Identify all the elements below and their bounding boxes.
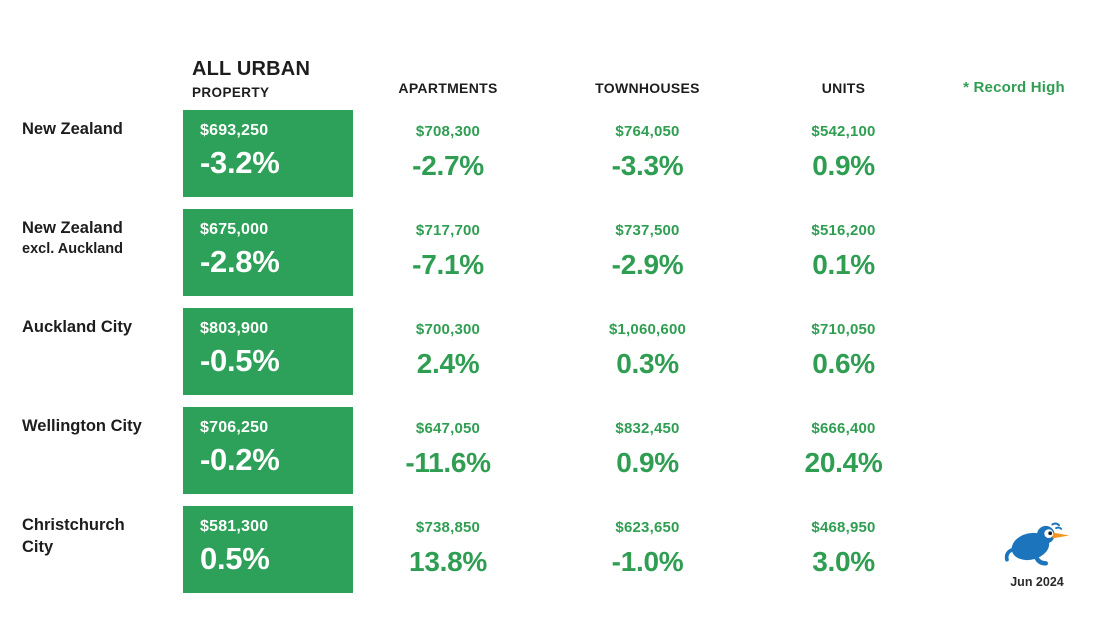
median-price: $764,050: [615, 123, 680, 140]
region-label-line1: Auckland City: [22, 318, 133, 336]
price-change: 13.8%: [409, 546, 487, 577]
price-change: 0.9%: [616, 447, 679, 478]
price-change: 0.3%: [616, 348, 679, 379]
median-price: $675,000: [200, 221, 269, 238]
record-high-legend: * Record High: [963, 79, 1065, 96]
region-label-christchurch-city: Christchurch City: [0, 506, 183, 605]
region-label-new-zealand: New Zealand: [0, 110, 183, 209]
row-end-spacer: [935, 407, 1093, 506]
all-urban-cell: $706,250 -0.2%: [183, 407, 353, 506]
region-label-line1: Christchurch: [22, 516, 125, 534]
region-label-line1: New Zealand: [22, 219, 123, 237]
median-price: $468,950: [811, 519, 876, 536]
column-header-all-urban-line1: ALL URBAN: [192, 58, 311, 80]
region-label-line1: Wellington City: [22, 417, 142, 435]
region-label-line2: City: [22, 538, 54, 556]
median-price: $738,850: [415, 519, 481, 536]
median-price: $700,300: [415, 321, 481, 338]
price-change: -0.2%: [200, 442, 280, 477]
price-change: 0.6%: [812, 348, 875, 379]
all-urban-cell: $693,250 -3.2%: [183, 110, 353, 209]
row-end-spacer: [935, 308, 1093, 407]
apartments-cell: $717,700 -7.1%: [353, 209, 543, 308]
price-change: 0.9%: [812, 150, 875, 181]
region-label-line2: excl. Auckland: [22, 241, 124, 257]
median-price: $706,250: [200, 419, 269, 436]
all-urban-highlight-box: $706,250 -0.2%: [183, 407, 353, 494]
median-price: $581,300: [200, 518, 269, 535]
apartments-cell: $700,300 2.4%: [353, 308, 543, 407]
units-cell: $516,200 0.1%: [752, 209, 935, 308]
price-change: -3.3%: [611, 150, 684, 181]
column-header-all-urban-property: ALL URBAN PROPERTY: [183, 0, 353, 110]
median-price: $803,900: [200, 320, 269, 337]
price-change: 0.1%: [812, 249, 875, 280]
price-change: -11.6%: [405, 447, 491, 478]
median-price: $623,650: [615, 519, 680, 536]
price-change: -2.7%: [412, 150, 484, 181]
column-header-all-urban-line2: PROPERTY: [192, 85, 270, 100]
row-end-spacer: [935, 110, 1093, 209]
date-label: Jun 2024: [1010, 575, 1064, 589]
median-price: $1,060,600: [608, 321, 687, 338]
apartments-cell: $647,050 -11.6%: [353, 407, 543, 506]
median-price: $516,200: [811, 222, 876, 239]
townhouses-cell: $623,650 -1.0%: [543, 506, 752, 605]
apartments-cell: $738,850 13.8%: [353, 506, 543, 605]
units-cell: $666,400 20.4%: [752, 407, 935, 506]
median-price: $647,050: [415, 420, 481, 437]
region-label-line1: New Zealand: [22, 120, 123, 138]
median-price: $717,700: [415, 222, 481, 239]
region-label-wellington-city: Wellington City: [0, 407, 183, 506]
median-price: $693,250: [200, 122, 269, 139]
units-cell: $542,100 0.9%: [752, 110, 935, 209]
all-urban-highlight-box: $693,250 -3.2%: [183, 110, 353, 197]
price-change: -0.5%: [200, 343, 280, 378]
price-change: -1.0%: [611, 546, 684, 577]
price-change: -2.9%: [611, 249, 684, 280]
townhouses-cell: $832,450 0.9%: [543, 407, 752, 506]
median-price: $666,400: [811, 420, 876, 437]
kiwi-bird-icon: [1004, 522, 1070, 573]
all-urban-cell: $581,300 0.5%: [183, 506, 353, 605]
price-change: -2.8%: [200, 244, 280, 279]
column-header-townhouses: TOWNHOUSES: [595, 80, 700, 96]
all-urban-cell: $675,000 -2.8%: [183, 209, 353, 308]
price-table: ALL URBAN PROPERTY APARTMENTS TOWNHOUSES…: [0, 0, 1093, 605]
townhouses-cell: $1,060,600 0.3%: [543, 308, 752, 407]
price-change: 0.5%: [200, 541, 270, 576]
column-header-units: UNITS: [821, 80, 866, 96]
median-price: $737,500: [615, 222, 680, 239]
units-cell: $468,950 3.0%: [752, 506, 935, 605]
price-change: 20.4%: [804, 447, 883, 478]
townhouses-cell: $737,500 -2.9%: [543, 209, 752, 308]
units-cell: $710,050 0.6%: [752, 308, 935, 407]
all-urban-highlight-box: $581,300 0.5%: [183, 506, 353, 593]
header-spacer: [0, 0, 183, 110]
townhouses-cell: $764,050 -3.3%: [543, 110, 752, 209]
all-urban-highlight-box: $675,000 -2.8%: [183, 209, 353, 296]
region-label-new-zealand-excl-auckland: New Zealand excl. Auckland: [0, 209, 183, 308]
all-urban-highlight-box: $803,900 -0.5%: [183, 308, 353, 395]
row-end-spacer: [935, 209, 1093, 308]
all-urban-cell: $803,900 -0.5%: [183, 308, 353, 407]
price-change: -7.1%: [412, 249, 484, 280]
median-price: $708,300: [415, 123, 481, 140]
median-price: $832,450: [615, 420, 680, 437]
price-change: 3.0%: [812, 546, 875, 577]
brandmark: Jun 2024: [998, 522, 1076, 589]
price-change: 2.4%: [416, 348, 480, 379]
median-price: $542,100: [811, 123, 876, 140]
median-price: $710,050: [811, 321, 876, 338]
apartments-cell: $708,300 -2.7%: [353, 110, 543, 209]
price-change: -3.2%: [200, 145, 280, 180]
region-label-auckland-city: Auckland City: [0, 308, 183, 407]
column-header-apartments: APARTMENTS: [398, 80, 498, 96]
